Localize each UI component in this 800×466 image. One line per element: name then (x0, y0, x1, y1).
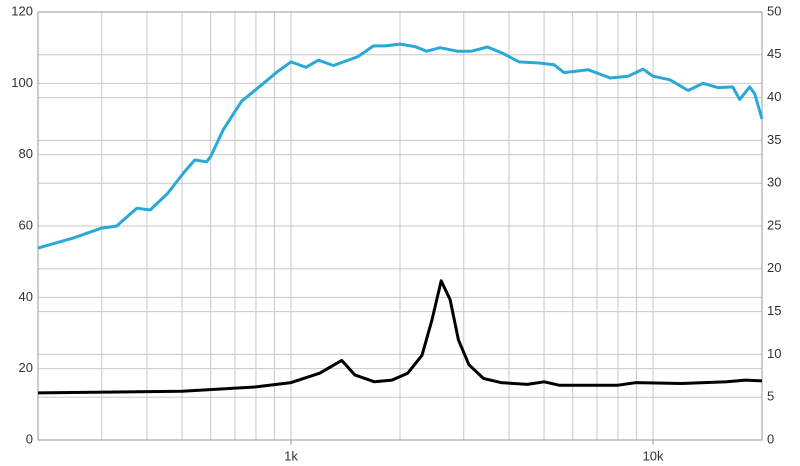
y2-tick-label: 45 (767, 46, 781, 61)
y-tick-label: 60 (19, 217, 33, 232)
y2-tick-label: 15 (767, 303, 781, 318)
series-line (37, 279, 763, 395)
y-tick-label: 20 (19, 360, 33, 375)
y-tick-label: 40 (19, 289, 33, 304)
y2-tick-label: 40 (767, 89, 781, 104)
plot-frame (37, 11, 763, 441)
y-tick-label: 120 (11, 3, 33, 18)
y2-tick-label: 30 (767, 175, 781, 190)
x-tick-label: 1k (284, 448, 298, 463)
y2-tick-label: 0 (767, 431, 774, 446)
y2-tick-label: 35 (767, 132, 781, 147)
y2-tick-label: 25 (767, 217, 781, 232)
y2-tick-label: 5 (767, 389, 774, 404)
y2-tick-label: 50 (767, 3, 781, 18)
series-line (37, 42, 764, 250)
x-tick-label: 10k (643, 448, 664, 463)
y2-tick-label: 20 (767, 260, 781, 275)
y2-tick-label: 10 (767, 346, 781, 361)
y-tick-label: 80 (19, 146, 33, 161)
y-tick-label: 0 (26, 431, 33, 446)
y-tick-label: 100 (11, 75, 33, 90)
